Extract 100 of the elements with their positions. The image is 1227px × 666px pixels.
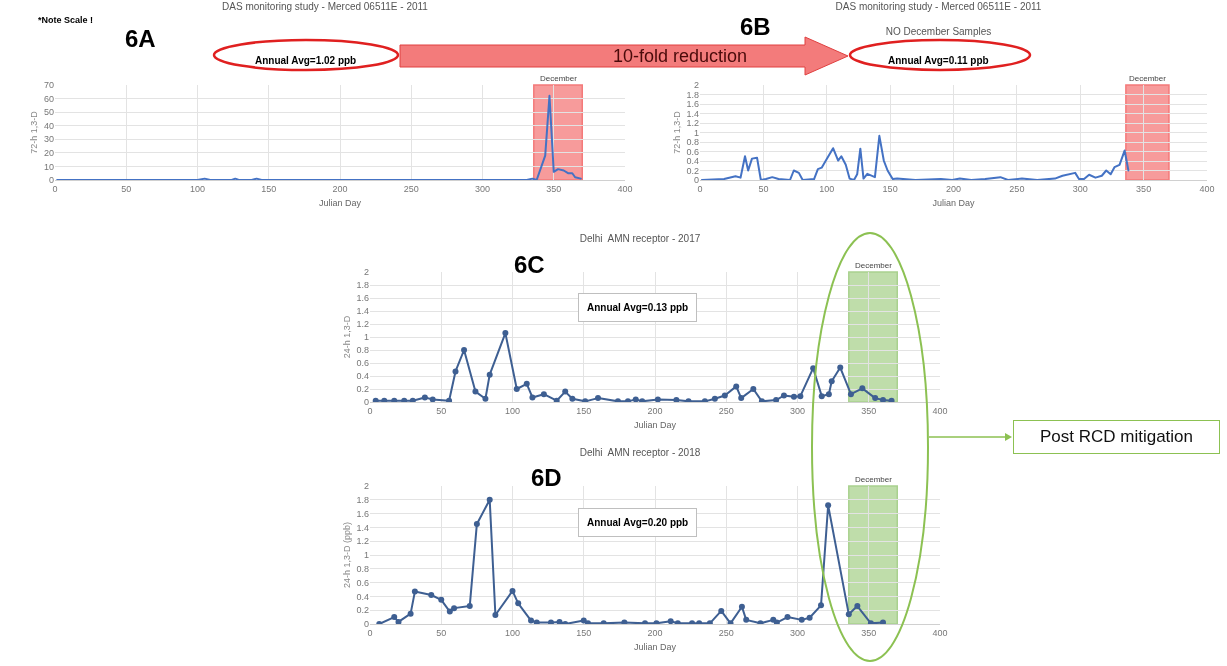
point — [486, 371, 493, 378]
y-tick-label: 0 — [363, 619, 369, 630]
text: Annual Avg=0.11 ppb — [888, 55, 989, 66]
x-tick-label: 100 — [504, 627, 521, 638]
text: 6B — [740, 13, 771, 40]
y-tick-label: 1 — [363, 550, 369, 561]
point — [421, 394, 428, 401]
point — [798, 616, 805, 623]
point — [529, 394, 536, 401]
y-tick-label: 0 — [693, 175, 699, 186]
text: Annual Avg=1.02 ppb — [255, 55, 357, 66]
y-tick-label: 0.2 — [356, 605, 369, 616]
point — [780, 392, 787, 399]
annotation: Annual Avg=0.20 ppb — [587, 517, 689, 528]
chart-title: DAS monitoring study - Merced 06511E - 2011 — [835, 1, 1042, 13]
x-tick-label: 100 — [504, 405, 521, 416]
point — [825, 391, 832, 398]
point — [880, 397, 886, 402]
x-tick-label: 400 — [932, 405, 948, 416]
y-tick-label: 0.8 — [356, 345, 369, 356]
x-tick-label: 200 — [332, 183, 348, 194]
y-tick-label: 1 — [363, 332, 369, 343]
x-axis-title: Julian Day — [318, 197, 362, 208]
y-tick-label: 1 — [693, 127, 699, 138]
y-tick-label: 2 — [363, 481, 369, 492]
y-tick-label: 0.2 — [686, 165, 699, 176]
point — [562, 388, 569, 395]
point — [411, 588, 418, 595]
point — [452, 368, 459, 375]
band-label: December — [855, 475, 893, 484]
point — [854, 603, 861, 610]
point — [523, 380, 530, 387]
x-tick-label: 250 — [1009, 183, 1025, 194]
y-tick-label: 1.4 — [356, 306, 369, 317]
x-tick-label: 400 — [932, 627, 948, 638]
point — [738, 395, 745, 402]
point — [743, 616, 750, 623]
x-tick-label: 350 — [861, 405, 877, 416]
point — [825, 502, 832, 509]
point — [818, 602, 825, 609]
chart-title: Delhi AMN receptor - 2017 — [579, 233, 701, 245]
point — [738, 603, 745, 610]
x-tick-label: 300 — [1072, 183, 1088, 194]
y-tick-label: 2 — [693, 80, 699, 91]
point — [466, 603, 473, 610]
point — [595, 395, 601, 402]
y-tick-label: 30 — [43, 134, 54, 145]
point — [482, 395, 489, 402]
point — [372, 397, 379, 402]
point — [790, 393, 797, 400]
point — [872, 395, 879, 402]
x-tick-label: 400 — [1199, 183, 1215, 194]
point — [806, 614, 813, 621]
point — [632, 396, 639, 402]
point — [429, 396, 436, 402]
line-series — [56, 94, 582, 180]
point — [750, 386, 757, 392]
point — [391, 614, 398, 621]
line-series — [700, 134, 1130, 180]
y-tick-label: 1.6 — [356, 508, 369, 519]
point — [472, 388, 479, 395]
chart-title: Delhi AMN receptor - 2018 — [579, 447, 701, 459]
x-tick-label: 300 — [789, 405, 806, 416]
x-tick-label: 200 — [647, 627, 663, 638]
x-axis-title: Julian Day — [932, 197, 975, 208]
y-tick-label: 0.6 — [356, 577, 369, 588]
y-tick-label: 1.2 — [686, 118, 699, 129]
chart-title: DAS monitoring study - Merced 06511E - 2011 — [222, 1, 429, 13]
x-tick-label: 50 — [121, 183, 132, 194]
band-label: December — [540, 74, 578, 83]
point — [451, 605, 458, 612]
y-tick-label: 20 — [43, 148, 54, 159]
y-tick-label: 0 — [48, 175, 54, 186]
y-tick-label: 0.8 — [356, 563, 369, 574]
annotation: Annual Avg=0.13 ppb — [587, 302, 689, 313]
point — [446, 397, 453, 402]
y-tick-label: 0.8 — [686, 137, 699, 148]
point — [654, 396, 661, 402]
x-tick-label: 50 — [436, 627, 447, 638]
x-axis-title: Julian Day — [633, 419, 677, 430]
x-tick-label: 100 — [189, 183, 206, 194]
x-tick-label: 250 — [718, 627, 734, 638]
point — [621, 619, 628, 624]
y-axis-title: 24-h 1,3-D — [341, 315, 352, 359]
point — [888, 397, 895, 402]
text: *Note Scale ! — [38, 15, 94, 25]
point — [409, 397, 416, 402]
y-tick-label: 0.4 — [686, 156, 699, 167]
y-tick-label: 50 — [43, 107, 54, 118]
x-tick-label: 150 — [576, 627, 592, 638]
y-axis-title: 72-h 1,3-D — [671, 110, 682, 154]
x-tick-label: 250 — [403, 183, 419, 194]
point — [797, 393, 804, 400]
x-tick-label: 350 — [546, 183, 562, 194]
y-axis-title: 24-h 1,3-D (ppb) — [341, 521, 352, 589]
point — [784, 614, 791, 621]
point — [515, 600, 522, 607]
x-tick-label: 150 — [576, 405, 592, 416]
y-tick-label: 1.4 — [686, 108, 699, 119]
y-tick-label: 1.8 — [356, 280, 369, 291]
